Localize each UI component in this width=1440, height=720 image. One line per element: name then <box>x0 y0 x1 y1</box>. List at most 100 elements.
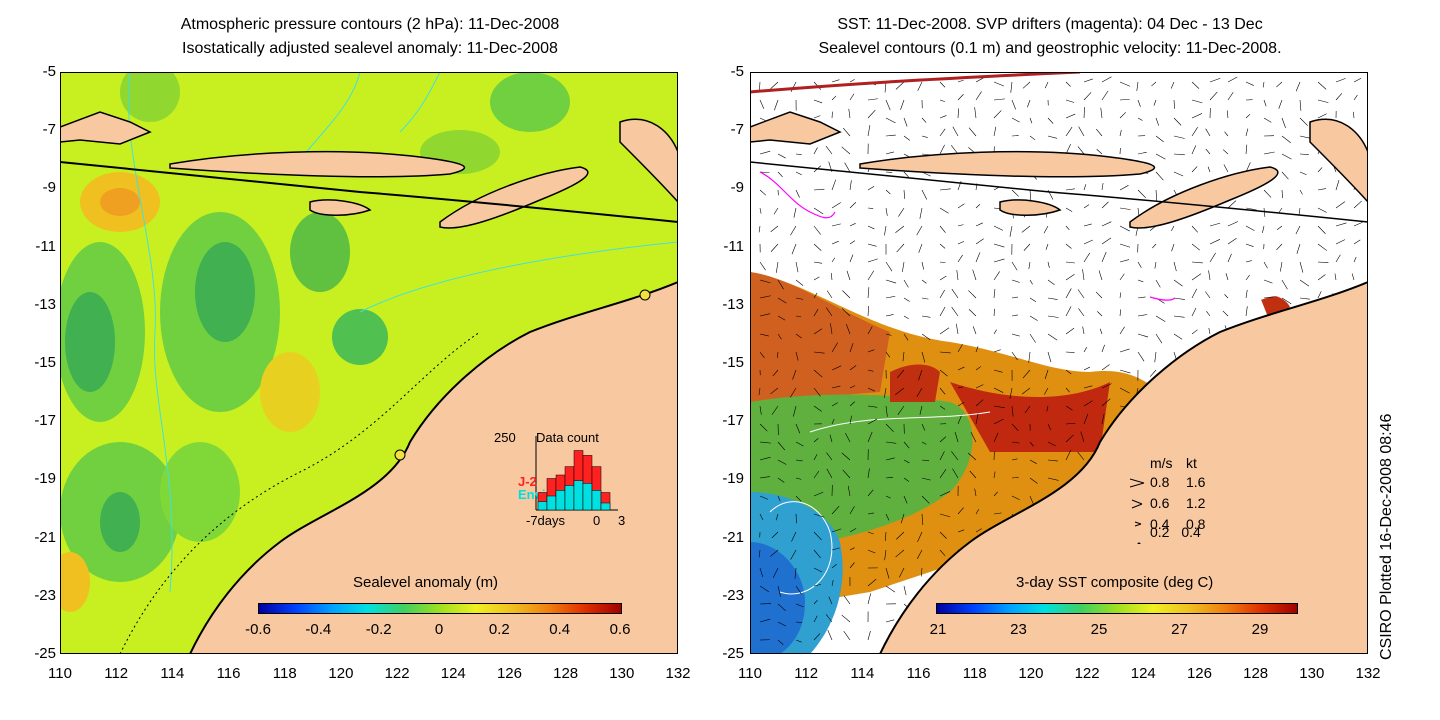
velocity-arrow <box>1083 92 1092 101</box>
velocity-arrow <box>972 326 977 335</box>
velocity-arrow <box>795 333 802 339</box>
velocity-arrow <box>1011 296 1019 299</box>
velocity-arrow <box>921 423 926 431</box>
y-tick-label: -13 <box>722 295 744 313</box>
velocity-arrow <box>867 305 869 317</box>
velocity-arrow <box>867 531 874 535</box>
velocity-arrow <box>777 603 786 612</box>
velocity-arrow <box>813 567 823 573</box>
velocity-arrow <box>1029 117 1033 124</box>
velocity-arrow <box>795 315 802 318</box>
velocity-arrow <box>1119 225 1130 232</box>
velocity-arrow <box>826 290 833 299</box>
velocity-arrow <box>777 495 781 502</box>
velocity-arrow <box>1173 315 1185 318</box>
velocity-arrow <box>867 243 877 247</box>
velocity-arrow <box>795 261 799 273</box>
velocity-arrow <box>1024 405 1031 414</box>
velocity-arrow <box>921 117 927 123</box>
velocity-arrow <box>1191 261 1203 264</box>
velocity-arrow <box>975 238 984 245</box>
velocity-arrow <box>1119 326 1125 335</box>
velocity-arrow <box>885 531 887 541</box>
velocity-arrow <box>1028 261 1031 270</box>
velocity-arrow <box>968 127 977 137</box>
x-tick-label: 128 <box>553 665 579 682</box>
velocity-arrow <box>896 531 905 540</box>
velocity-arrow <box>1299 117 1308 126</box>
x-tick-label: 124 <box>440 665 466 682</box>
velocity-arrow <box>1245 225 1255 231</box>
velocity-arrow <box>795 171 802 176</box>
x-tick-label: 130 <box>1299 665 1325 682</box>
velocity-arrow <box>1137 261 1142 268</box>
velocity-arrow <box>1047 459 1059 462</box>
velocity-arrow <box>1011 458 1018 461</box>
velocity-arrow <box>1298 207 1301 216</box>
velocity-arrow <box>903 135 910 141</box>
colorbar-tick-label: 0.4 <box>549 621 571 638</box>
velocity-legend-header-ms: m/s <box>1150 455 1173 471</box>
velocity-arrow <box>1083 400 1093 407</box>
velocity-arrow <box>895 387 905 395</box>
velocity-arrow <box>1335 222 1347 227</box>
velocity-arrow <box>1011 441 1020 444</box>
velocity-arrow <box>813 584 822 587</box>
velocity-arrow <box>1137 99 1141 107</box>
velocity-arrow <box>993 471 996 479</box>
velocity-arrow <box>1047 315 1059 318</box>
velocity-arrow <box>1047 441 1056 447</box>
velocity-arrow <box>939 99 945 102</box>
velocity-arrow <box>1173 153 1185 156</box>
velocity-arrow <box>813 225 821 235</box>
x-tick-label: 114 <box>850 665 875 682</box>
velocity-arrow <box>1281 279 1288 290</box>
velocity-arrow <box>849 240 856 245</box>
velocity-arrow <box>939 81 946 88</box>
velocity-arrow <box>759 495 769 500</box>
velocity-arrow <box>1021 387 1031 395</box>
velocity-arrow <box>1029 459 1037 464</box>
inset-title: Data count <box>536 430 599 445</box>
velocity-arrow <box>831 257 836 263</box>
x-tick-label: 132 <box>1355 665 1381 682</box>
velocity-arrow <box>1119 81 1130 87</box>
velocity-arrow <box>1065 207 1073 212</box>
y-tick-label: -17 <box>34 412 56 430</box>
velocity-arrow <box>841 308 851 317</box>
velocity-arrow <box>759 405 762 415</box>
velocity-arrow <box>830 273 833 281</box>
velocity-arrow <box>1065 306 1072 317</box>
velocity-arrow <box>918 243 923 253</box>
x-tick-label: 114 <box>160 665 185 682</box>
velocity-arrow <box>939 115 947 119</box>
velocity-arrow <box>1101 413 1105 425</box>
velocity-arrow <box>867 109 876 119</box>
y-tick-label: -19 <box>722 470 744 488</box>
x-tick-label: 126 <box>1186 665 1212 682</box>
colorbar-tick-label: 25 <box>1090 621 1108 638</box>
velocity-arrow <box>1173 297 1185 300</box>
velocity-arrow <box>1047 261 1050 268</box>
velocity-arrow <box>1173 279 1183 287</box>
velocity-arrow <box>1299 189 1303 195</box>
velocity-arrow <box>1334 273 1337 281</box>
velocity-arrow <box>918 369 923 381</box>
velocity-arrow <box>1245 274 1250 281</box>
velocity-arrow <box>1317 99 1329 103</box>
velocity-arrow <box>885 513 890 521</box>
velocity-arrow <box>1263 296 1275 299</box>
velocity-arrow <box>759 476 771 479</box>
velocity-arrow <box>957 79 964 83</box>
velocity-arrow <box>1022 369 1031 379</box>
velocity-arrow <box>1191 329 1198 335</box>
velocity-arrow <box>1065 387 1070 393</box>
inset-bar-envi <box>600 502 611 511</box>
velocity-arrow <box>849 93 855 101</box>
velocity-arrow <box>902 351 905 362</box>
velocity-arrow <box>1245 144 1248 155</box>
velocity-arrow <box>1028 351 1031 363</box>
velocity-arrow <box>813 531 822 541</box>
velocity-arrow <box>842 469 851 479</box>
inset-x-tick-zero: 0 <box>593 513 600 528</box>
